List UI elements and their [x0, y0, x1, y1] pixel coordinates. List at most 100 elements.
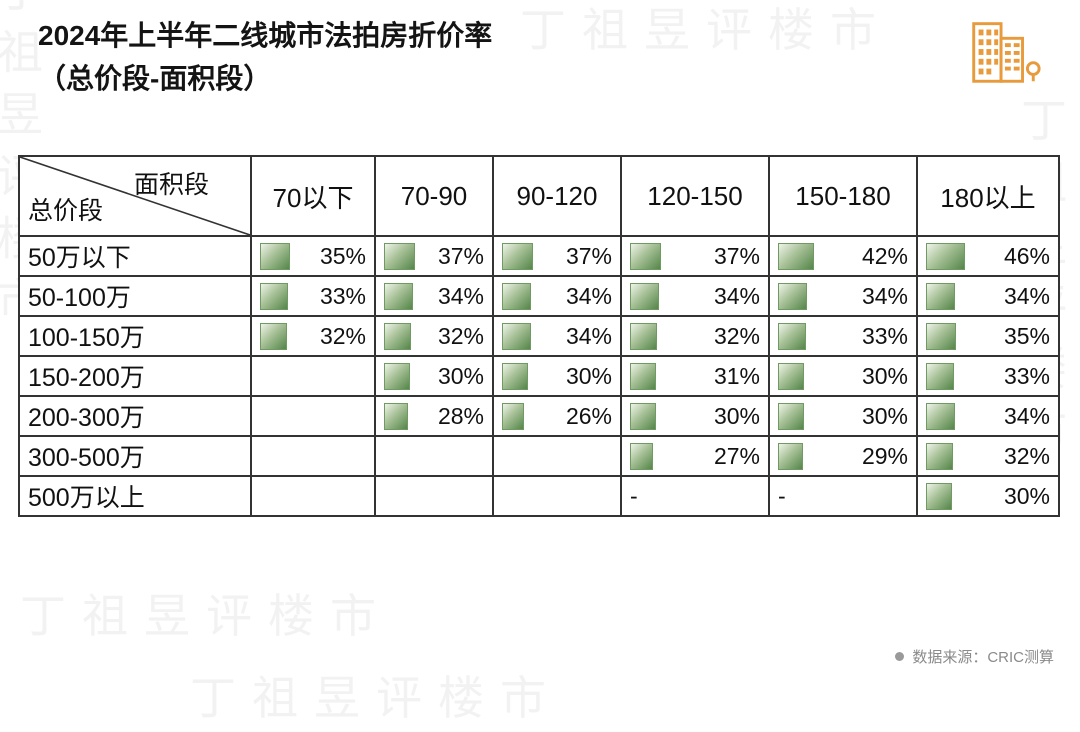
page-title: 2024年上半年二线城市法拍房折价率 （总价段-面积段） [38, 14, 492, 101]
table-cell: 46% [918, 237, 1058, 275]
value-bar [384, 402, 408, 430]
source-text: 数据来源：CRIC测算 [912, 649, 1054, 666]
table-cell [494, 477, 620, 515]
corner-label-rows: 总价段 [28, 197, 104, 225]
table-cell: 34% [622, 277, 768, 315]
table-cell: 34% [918, 397, 1058, 435]
value-bar [778, 242, 814, 270]
value-text: 32% [319, 322, 366, 349]
table-cell: 26% [494, 397, 620, 435]
value-text: 33% [1003, 362, 1050, 389]
value-text: 42% [861, 242, 908, 269]
value-bar [630, 362, 656, 390]
table-cell: 33% [918, 357, 1058, 395]
value-text: 46% [1003, 242, 1050, 269]
value-text: - [778, 482, 786, 509]
table-cell [376, 477, 492, 515]
row-header: 300-500万 [18, 435, 252, 477]
row-header: 100-150万 [18, 315, 252, 357]
value-text: 26% [565, 402, 612, 429]
value-bar [778, 282, 807, 310]
table-cell: 37% [494, 237, 620, 275]
table-cell: 34% [376, 277, 492, 315]
table-cell: 27% [622, 437, 768, 475]
table-row: 200-300万 28% 26% 30% 30% 34% [18, 395, 1060, 437]
header-row: 面积段 总价段 70以下 70-90 90-120 120-150 150-18… [18, 155, 1060, 237]
table-cell: 30% [622, 397, 768, 435]
value-bar [260, 322, 287, 350]
value-text: - [630, 482, 638, 509]
value-text: 37% [713, 242, 760, 269]
value-bar [630, 442, 653, 470]
value-bar [502, 242, 533, 270]
value-bar [926, 362, 954, 390]
table-cell [252, 477, 374, 515]
table-cell: 34% [918, 277, 1058, 315]
value-text: 27% [713, 442, 760, 469]
table-cell: 34% [770, 277, 916, 315]
table-row: 100-150万 32% 32% 34% 32% 33% 35% [18, 315, 1060, 357]
table-cell: 32% [918, 437, 1058, 475]
value-text: 30% [437, 362, 484, 389]
table-row: 150-200万 30% 30% 31% 30% 33% [18, 355, 1060, 397]
value-text: 34% [713, 282, 760, 309]
column-header: 180以上 [916, 155, 1060, 237]
source-bullet-icon [895, 652, 905, 661]
table-cell: 32% [622, 317, 768, 355]
watermark: 丁祖昱评楼市 [190, 672, 562, 724]
buildings-icon [972, 22, 1041, 83]
value-text: 37% [565, 242, 612, 269]
value-bar [926, 402, 955, 430]
title-line-2: （总价段-面积段） [38, 63, 272, 95]
value-text: 37% [437, 242, 484, 269]
table-cell: - [622, 477, 768, 515]
table-cell: 30% [770, 397, 916, 435]
row-header: 50-100万 [18, 275, 252, 317]
value-text: 30% [565, 362, 612, 389]
table-row: 500万以上 - - 30% [18, 475, 1060, 517]
diagonal-line [20, 157, 250, 235]
value-text: 32% [713, 322, 760, 349]
value-bar [260, 282, 288, 310]
table-cell: 32% [376, 317, 492, 355]
table-cell: 31% [622, 357, 768, 395]
column-header: 90-120 [492, 155, 622, 237]
value-text: 34% [1003, 402, 1050, 429]
table-cell [376, 437, 492, 475]
value-text: 30% [713, 402, 760, 429]
value-bar [926, 282, 955, 310]
value-bar [630, 402, 656, 430]
table-cell: 30% [770, 357, 916, 395]
value-text: 33% [319, 282, 366, 309]
column-header: 70-90 [374, 155, 494, 237]
table-row: 50万以下 35% 37% 37% 37% 42% 46% [18, 235, 1060, 277]
table-cell: 37% [622, 237, 768, 275]
value-bar [502, 322, 531, 350]
table-cell: - [770, 477, 916, 515]
table-row: 50-100万 33% 34% 34% 34% 34% 34% [18, 275, 1060, 317]
table-row: 300-500万 27% 29% 32% [18, 435, 1060, 477]
table-cell: 35% [252, 237, 374, 275]
corner-label-columns: 面积段 [134, 171, 210, 199]
value-text: 34% [861, 282, 908, 309]
watermark: 丁祖昱评楼市 [20, 590, 392, 642]
value-bar [778, 442, 803, 470]
data-source-note: 数据来源：CRIC测算 [895, 646, 1054, 667]
value-bar [384, 282, 413, 310]
value-text: 35% [1003, 322, 1050, 349]
table-cell: 29% [770, 437, 916, 475]
value-bar [502, 362, 528, 390]
table-cell: 35% [918, 317, 1058, 355]
value-bar [778, 362, 804, 390]
corner-cell: 面积段 总价段 [18, 155, 252, 237]
table-cell [252, 437, 374, 475]
value-bar [926, 242, 965, 270]
column-header: 120-150 [620, 155, 770, 237]
value-text: 34% [565, 282, 612, 309]
value-text: 34% [437, 282, 484, 309]
table-cell: 32% [252, 317, 374, 355]
table-cell [494, 437, 620, 475]
discount-rate-table: 面积段 总价段 70以下 70-90 90-120 120-150 150-18… [18, 155, 1060, 517]
table-cell: 42% [770, 237, 916, 275]
